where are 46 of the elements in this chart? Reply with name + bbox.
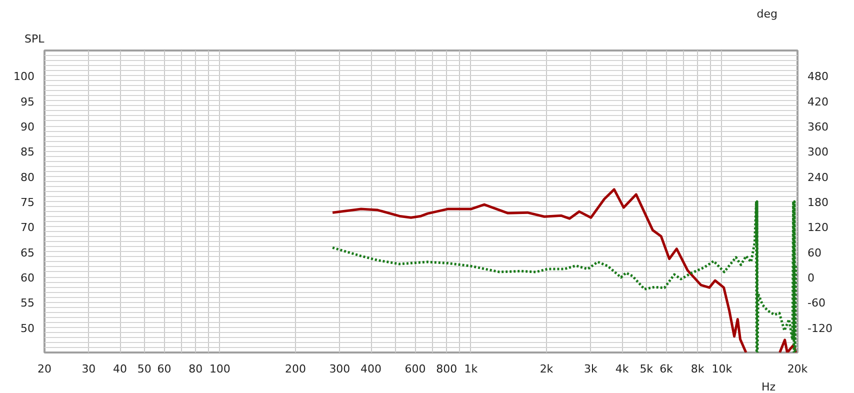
- x-tick-label: 40: [113, 362, 128, 376]
- x-tick-label: 80: [188, 362, 203, 376]
- y-tick-label: 90: [20, 120, 35, 134]
- x-tick-label: 4k: [615, 362, 630, 376]
- y2-tick-label: 420: [808, 95, 828, 108]
- x-tick-label: 50: [137, 362, 152, 376]
- x-tick-label: 100: [209, 362, 230, 376]
- x-tick-label: 300: [329, 362, 350, 376]
- x-tick-label: 60: [157, 362, 172, 376]
- y2-axis-title: deg: [756, 8, 778, 20]
- y-tick-label: 95: [20, 95, 35, 108]
- x-tick-label: 2k: [540, 362, 554, 376]
- x-tick-label: 400: [360, 362, 382, 376]
- y2-tick-label: 240: [808, 170, 828, 184]
- y-tick-label: 60: [20, 272, 35, 284]
- y2-tick-label: -120: [808, 322, 832, 335]
- x-tick-label: 20: [38, 362, 52, 376]
- y-tick-label: 75: [20, 196, 35, 209]
- x-tick-label: 800: [436, 362, 458, 376]
- y-tick-label: 55: [20, 296, 35, 310]
- x-tick-label: 3k: [584, 362, 598, 376]
- x-tick-label: 200: [285, 362, 306, 376]
- y2-tick-label: 120: [808, 221, 828, 234]
- y-tick-label: 80: [20, 170, 35, 184]
- x-tick-label: 600: [404, 362, 426, 376]
- x-tick-label: 20k: [787, 362, 808, 376]
- y-tick-label: 100: [14, 70, 35, 84]
- y2-tick-label: 0: [808, 272, 814, 284]
- y2-tick-label: -60: [808, 296, 826, 310]
- x-tick-label: 8k: [690, 362, 705, 376]
- x-tick-label: 5k: [640, 362, 654, 376]
- y2-tick-label: 180: [808, 196, 828, 209]
- x-tick-label: 1k: [464, 362, 478, 376]
- y-tick-label: 50: [20, 322, 35, 335]
- y2-tick-label: 480: [808, 70, 828, 84]
- y2-tick-label: 300: [808, 146, 828, 159]
- x-tick-label: 10k: [712, 362, 733, 376]
- y-tick-label: 70: [20, 221, 35, 234]
- y2-tick-label: 60: [808, 246, 822, 260]
- y2-tick-label: 360: [808, 120, 828, 134]
- y-axis-title: SPL: [24, 32, 46, 46]
- x-tick-label: 30: [82, 362, 96, 376]
- x-axis-title: Hz: [761, 380, 776, 393]
- x-tick-label: 6k: [660, 362, 674, 376]
- y-tick-label: 65: [20, 246, 35, 260]
- y-tick-label: 85: [20, 146, 35, 159]
